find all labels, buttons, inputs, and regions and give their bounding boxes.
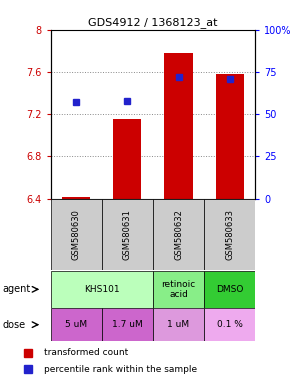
Text: 0.1 %: 0.1 % (217, 320, 242, 329)
Polygon shape (51, 199, 102, 270)
Polygon shape (204, 308, 255, 341)
Polygon shape (153, 271, 204, 308)
Text: dose: dose (2, 319, 26, 330)
Polygon shape (51, 271, 153, 308)
Text: GSM580632: GSM580632 (174, 209, 183, 260)
Bar (113, 119, 142, 199)
Text: percentile rank within the sample: percentile rank within the sample (44, 365, 197, 374)
Polygon shape (153, 308, 204, 341)
Polygon shape (51, 308, 102, 341)
Text: retinoic
acid: retinoic acid (162, 280, 196, 299)
Polygon shape (102, 199, 153, 270)
Text: 1.7 uM: 1.7 uM (112, 320, 143, 329)
Polygon shape (153, 199, 204, 270)
Text: agent: agent (2, 284, 31, 295)
Polygon shape (204, 199, 255, 270)
Text: KHS101: KHS101 (84, 285, 120, 294)
Text: 5 uM: 5 uM (65, 320, 87, 329)
Bar (215, 74, 244, 199)
Bar (164, 53, 193, 199)
Text: GSM580630: GSM580630 (72, 209, 81, 260)
Text: transformed count: transformed count (44, 348, 128, 357)
Polygon shape (204, 271, 255, 308)
Title: GDS4912 / 1368123_at: GDS4912 / 1368123_at (88, 17, 218, 28)
Text: GSM580631: GSM580631 (123, 209, 132, 260)
Bar (62, 197, 90, 199)
Polygon shape (102, 308, 153, 341)
Text: 1 uM: 1 uM (167, 320, 190, 329)
Text: GSM580633: GSM580633 (225, 209, 234, 260)
Text: DMSO: DMSO (216, 285, 243, 294)
